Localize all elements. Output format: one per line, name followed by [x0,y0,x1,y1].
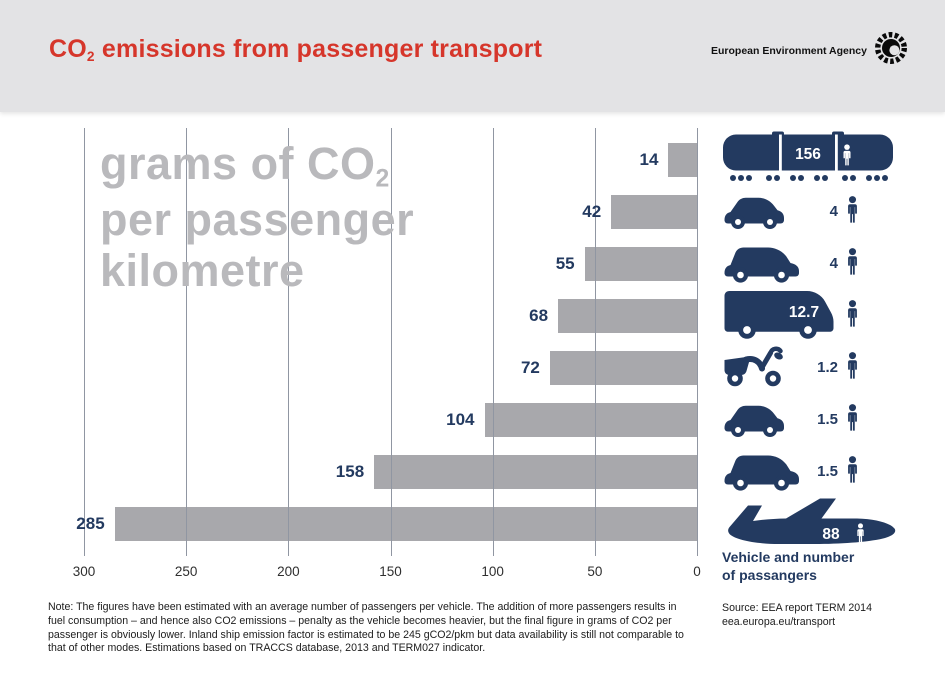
passenger-count: 1.5 [817,411,838,428]
vehicle-row-small-car: 4 [722,186,908,238]
bar-car-4-passengers- [611,195,697,229]
bar-scooter [549,351,697,385]
scooter-icon [722,343,785,394]
person-icon [846,196,859,228]
bar-airplane [114,507,697,541]
x-axis-tick-label: 150 [379,564,402,579]
bar-value-label: 55 [555,254,575,273]
x-axis-tick-label: 300 [72,564,96,579]
gridline [594,128,596,556]
vehicle-row-small-car: 1.5 [722,394,908,446]
agency-branding: European Environment Agency [711,31,908,69]
person-icon [846,404,859,436]
bar-large-car-4-passengers- [584,247,697,281]
passenger-count: 1.2 [817,359,838,376]
bar-value-label: 14 [639,150,659,169]
large-car-icon [722,447,801,498]
vehicle-panel-label: Vehicle and number of passangers [722,549,855,583]
gridline [697,128,698,556]
footnote-text: Note: The figures have been estimated wi… [48,601,684,655]
eea-flower-logo-icon [874,31,908,69]
airplane-icon [722,494,900,555]
person-icon [846,300,859,332]
agency-name: European Environment Agency [711,44,867,57]
x-axis-tick-label: 0 [693,564,701,579]
page-title: CO2 emissions from passenger transport [49,35,543,65]
bar-large-car-1-5-passengers- [374,455,697,489]
vehicle-row-train: 156 [722,131,908,189]
x-axis-tick-label: 100 [481,564,504,579]
person-icon [846,456,859,488]
bar-car-1-5-passengers- [484,403,697,437]
title-subscript: 2 [86,49,95,65]
vehicle-row-large-car: 1.5 [722,446,908,498]
person-icon [842,144,852,171]
plot-area: 300 250 200 150 100 50 0 14 42 55 68 72 104 158 285 [73,128,701,579]
source-line-1: Source: EEA report TERM 2014 [722,602,872,614]
bar-value-label: 158 [335,462,365,481]
passenger-count: 12.7 [788,304,820,321]
train-icon [722,131,895,189]
passenger-count: 4 [829,255,838,272]
passenger-count: 156 [795,146,821,163]
vehicle-row-bus: 12.7 [722,290,908,342]
gridline [84,128,85,556]
header-band: CO2 emissions from passenger transport E… [0,0,945,112]
bar-value-label: 72 [520,358,540,377]
bar-value-label: 285 [76,514,105,533]
bar-bus [558,299,697,333]
person-icon [856,523,865,548]
x-axis-tick-label: 50 [587,564,603,579]
small-car-icon [722,189,786,236]
bar-value-label: 68 [529,306,549,325]
bar-train [668,143,697,177]
passenger-count: 4 [829,203,838,220]
gridline [186,128,188,556]
x-axis-tick-label: 250 [174,564,198,579]
source-line-2: eea.europa.eu/transport [722,616,836,629]
gridline [390,128,392,556]
x-axis-tick-label: 200 [277,564,300,579]
vehicle-row-airplane: 88 [722,498,908,550]
bar-value-label: 104 [446,410,475,429]
passenger-count: 88 [822,526,840,543]
person-icon [846,352,859,384]
bar-value-label: 42 [582,202,602,221]
bus-icon [722,288,836,345]
vehicle-row-large-car: 4 [722,238,908,290]
vehicle-row-scooter: 1.2 [722,342,908,394]
gridline [288,128,290,556]
small-car-icon [722,397,786,444]
person-icon [846,248,859,280]
source-text: Source: EEA report TERM 2014 eea.europa.… [722,601,872,630]
passenger-count: 1.5 [817,463,838,480]
gridline [492,128,494,556]
large-car-icon [722,239,801,290]
vehicle-panel: 156 4 4 12.7 1.2 1.5 1.5 88 [722,128,908,568]
